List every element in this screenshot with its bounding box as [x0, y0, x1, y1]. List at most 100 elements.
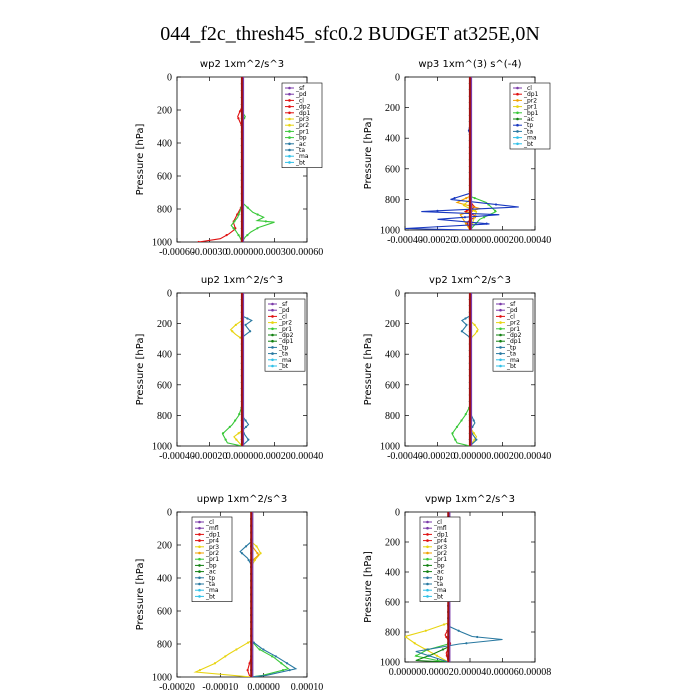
legend-label: _dp1	[205, 531, 221, 538]
x-tick-label: 0.00004	[454, 667, 487, 678]
y-axis-label: Pressure [hPa]	[363, 551, 374, 623]
legend-label: _pr2	[205, 550, 219, 557]
panel-title: vpwp 1xm^2/s^3	[425, 494, 515, 505]
legend-label: _pr1	[295, 128, 309, 135]
series-marker	[235, 648, 238, 651]
series-marker	[285, 662, 289, 665]
legend-label: _dp2	[506, 332, 522, 339]
y-tick-label: 400	[385, 350, 400, 361]
series-marker	[232, 227, 235, 230]
legend-label: _dp2	[295, 104, 311, 111]
y-tick-label: 0	[395, 73, 400, 84]
series-line	[405, 77, 519, 230]
legend-marker	[499, 339, 502, 343]
legend-marker	[426, 595, 429, 598]
series-marker	[256, 552, 259, 555]
legend-label: _sf	[295, 85, 305, 92]
series-marker	[253, 559, 256, 562]
data-group	[405, 77, 519, 230]
legend-label: _sf	[278, 301, 288, 308]
series-marker	[258, 648, 261, 651]
y-tick-label: 200	[157, 319, 172, 330]
series-marker	[473, 323, 476, 326]
series-marker	[224, 438, 227, 441]
y-tick-label: 400	[157, 139, 172, 150]
x-tick-label: 0.00040	[519, 235, 552, 246]
series-marker	[473, 209, 476, 212]
legend-marker	[499, 327, 502, 331]
y-axis-label: Pressure [hPa]	[135, 559, 146, 631]
x-tick-label: 0.00000	[226, 247, 259, 258]
legend-label: _tp	[523, 122, 533, 129]
legend-marker	[499, 346, 502, 349]
y-tick-label: 400	[385, 134, 400, 145]
series-marker	[464, 413, 467, 416]
x-tick-label: 0.00020	[258, 451, 291, 462]
legend-label: _pr4	[433, 538, 447, 545]
y-tick-label: 0	[395, 289, 400, 300]
legend-marker	[426, 545, 429, 549]
series-marker	[464, 222, 468, 225]
legend-marker	[271, 333, 274, 337]
legend-marker	[426, 533, 429, 536]
legend-label: _pd	[278, 307, 290, 314]
series-marker	[494, 209, 497, 212]
figure-title: 044_f2c_thresh45_sfc0.2 BUDGET at325E,0N	[160, 23, 540, 45]
legend-marker	[198, 526, 201, 530]
legend-marker	[426, 539, 429, 542]
legend-label: _pr2	[506, 320, 520, 327]
x-tick-label: -0.00020	[159, 682, 195, 693]
series-line	[230, 77, 243, 242]
legend-label: _pr2	[433, 550, 447, 557]
x-tick-label: -0.00040	[387, 451, 423, 462]
x-tick-label: 0.00030	[258, 247, 291, 258]
x-tick-label: 0.00000	[389, 667, 422, 678]
legend-marker	[288, 111, 291, 115]
y-tick-label: 0	[167, 73, 172, 84]
legend-marker	[198, 588, 201, 592]
y-tick-label: 400	[157, 350, 172, 361]
series-marker	[244, 323, 247, 326]
series-marker	[246, 234, 249, 237]
panels: wp2 1xm^2/s^302004006008001000-0.00060-0…	[135, 59, 551, 693]
legend-marker	[198, 582, 201, 586]
series-marker	[463, 203, 466, 206]
series-marker	[237, 432, 240, 435]
series-marker	[465, 209, 468, 212]
series-marker	[473, 438, 476, 441]
legend-marker	[198, 545, 201, 549]
legend-label: _cl	[205, 519, 214, 526]
y-tick-label: 200	[385, 538, 400, 549]
series-marker	[435, 654, 439, 657]
series-marker	[234, 419, 237, 422]
x-tick-label: 0.00060	[291, 247, 324, 258]
legend-label: _pr3	[295, 116, 309, 123]
y-axis-label: Pressure [hPa]	[135, 334, 146, 406]
legend-marker	[288, 117, 291, 121]
y-tick-label: 1000	[380, 226, 400, 237]
series-marker	[244, 545, 248, 548]
legend-label: _dp1	[295, 110, 311, 117]
series-marker	[238, 110, 242, 113]
legend-marker	[271, 339, 274, 343]
y-tick-label: 1000	[380, 658, 400, 669]
series-marker	[235, 438, 238, 441]
series-line	[250, 512, 290, 677]
y-tick-label: 800	[157, 411, 172, 422]
legend-label: _pr2	[295, 122, 309, 129]
legend-label: _tp	[205, 575, 215, 582]
legend-marker	[288, 154, 291, 158]
series-marker	[280, 662, 283, 665]
legend-label: _tp	[278, 344, 288, 351]
legend-label: _ma	[278, 357, 292, 364]
legend-label: _pd	[506, 307, 518, 314]
legend-label: _bt	[433, 593, 444, 600]
data-group	[221, 293, 253, 446]
series-marker	[424, 629, 427, 632]
series-marker	[262, 648, 265, 651]
y-tick-label: 800	[157, 640, 172, 651]
y-tick-label: 200	[157, 106, 172, 117]
legend-label: _ac	[295, 141, 306, 148]
legend-marker	[288, 123, 291, 127]
